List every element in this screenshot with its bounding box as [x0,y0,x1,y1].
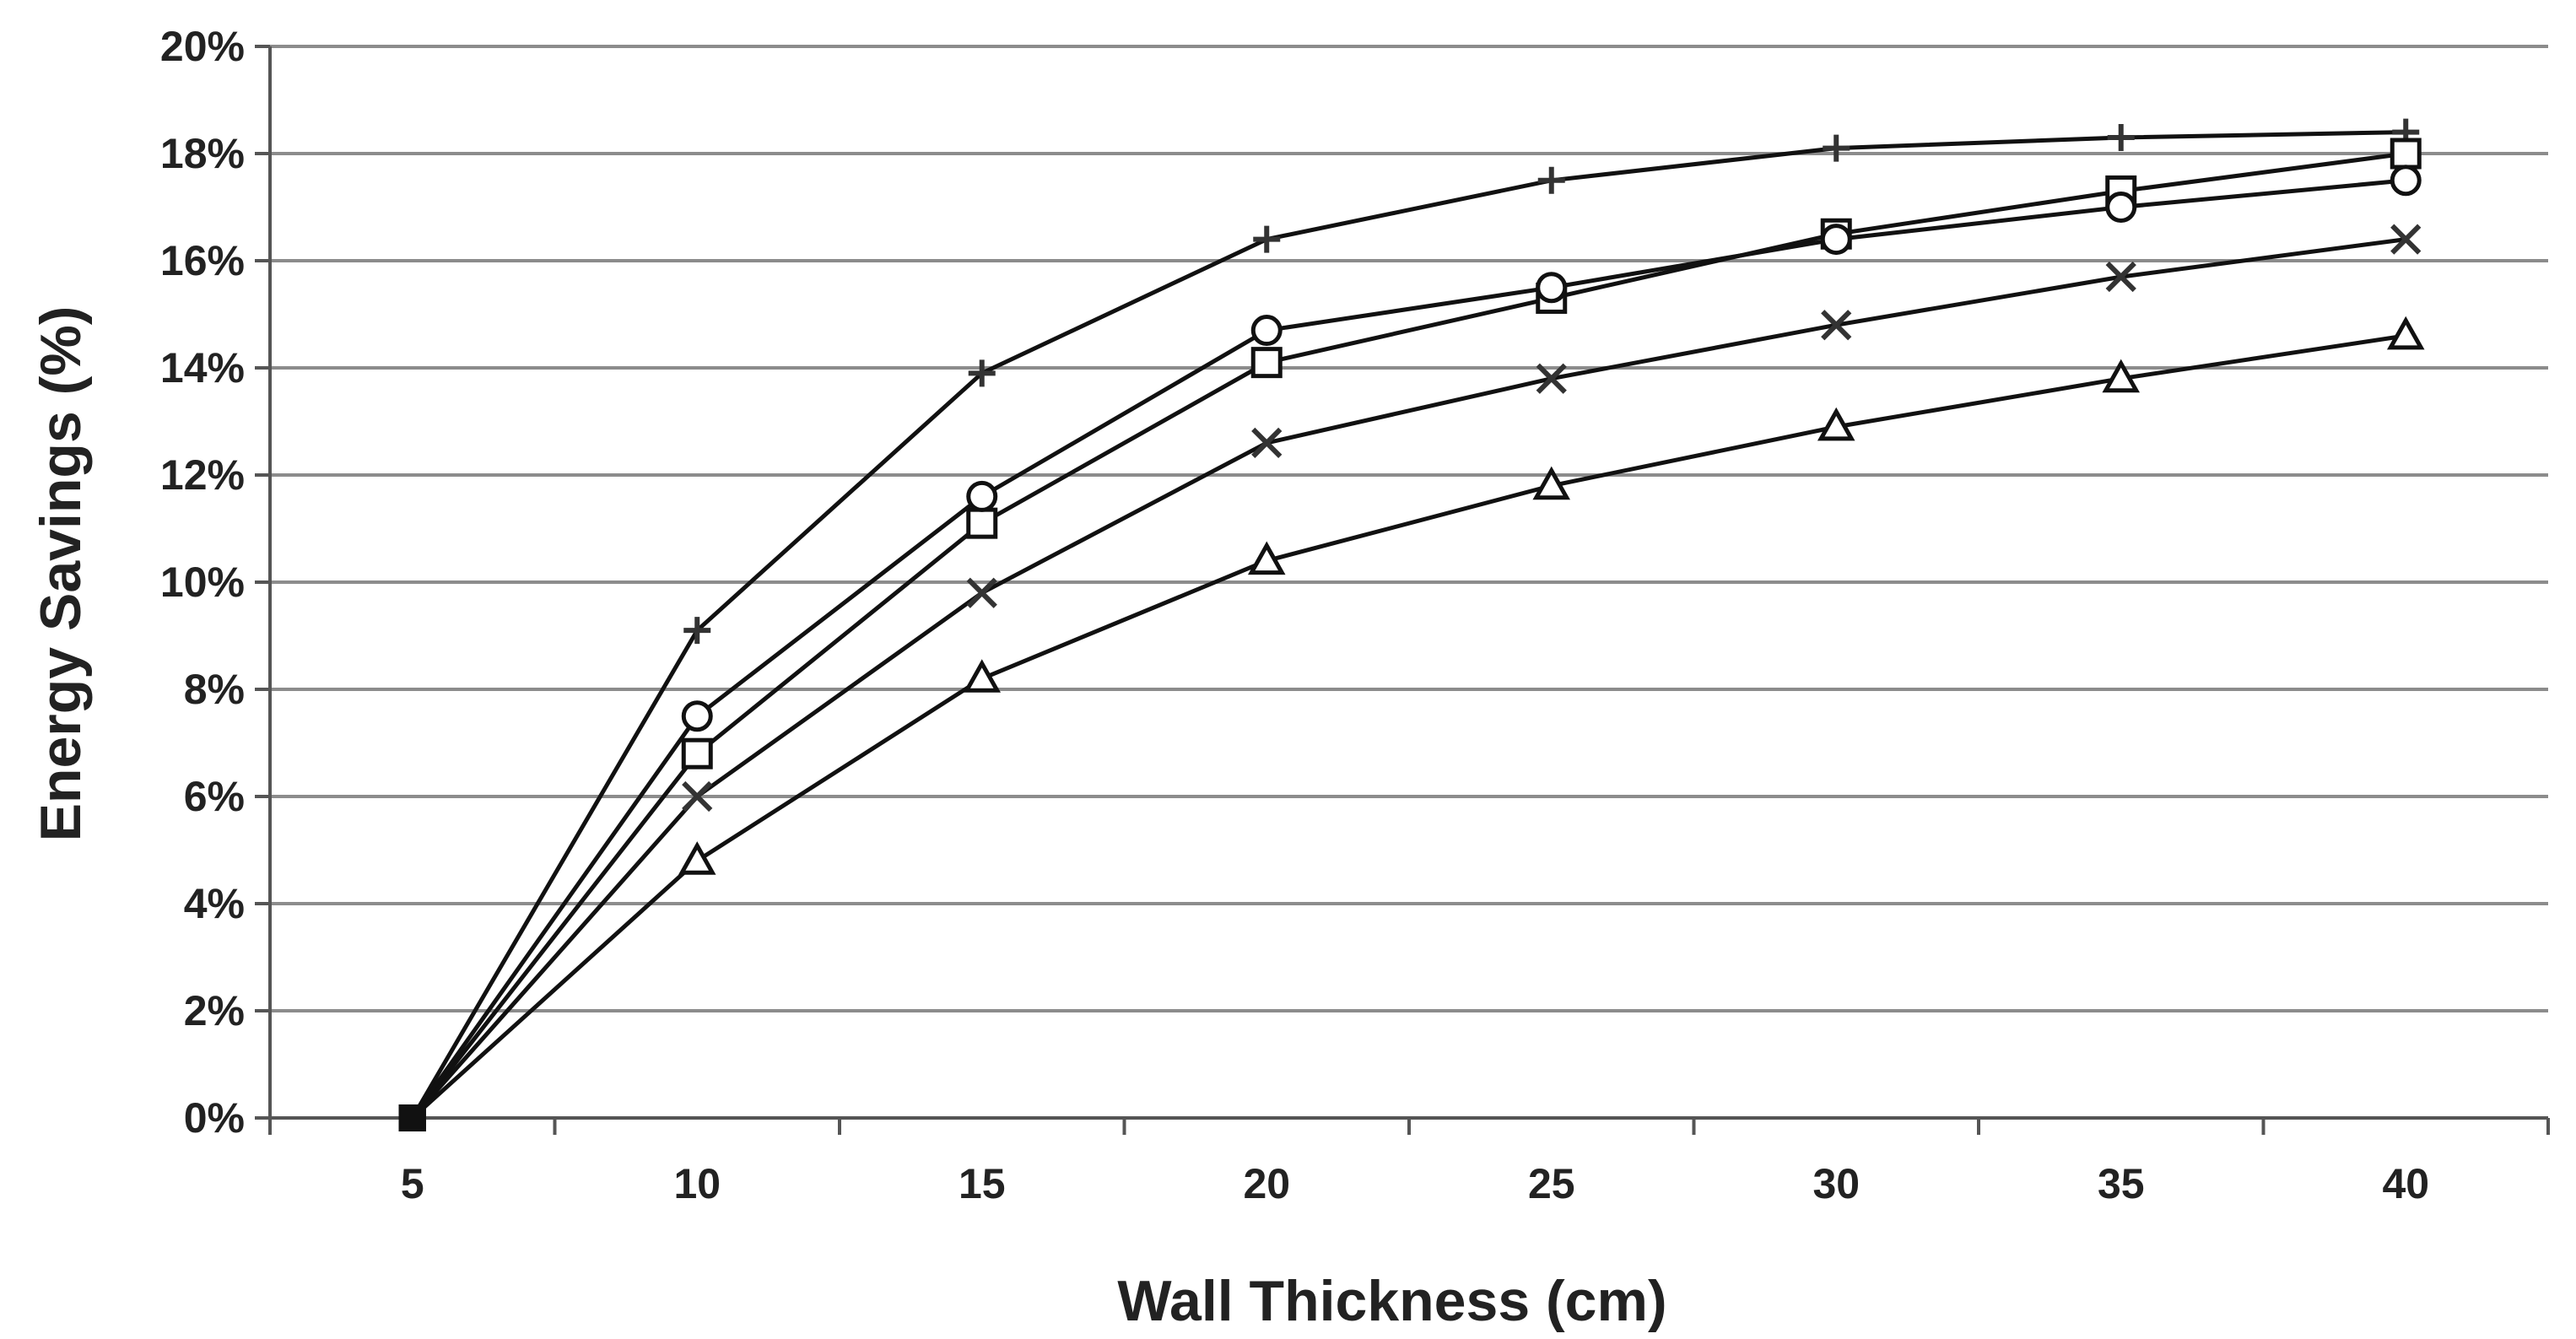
y-tick-label: 10% [160,559,245,606]
series-line-plus [410,130,2406,1120]
y-tick-label: 6% [184,773,245,820]
data-point-square [966,507,998,539]
data-point-square [2390,138,2422,170]
x-tick-label: 5 [401,1160,424,1207]
series-circle [398,165,2422,1131]
x-tick-label: 30 [1812,1160,1860,1207]
data-point-circle [2390,165,2422,197]
data-point-circle [1250,315,1283,347]
data-point-plus [1823,134,1850,162]
data-point-circle [1820,224,1852,256]
series-group [398,118,2425,1131]
data-point-plus [968,359,996,387]
data-point-circle [2105,192,2137,223]
y-tick-label: 0% [184,1094,245,1142]
series-line-triangle [411,333,2406,1120]
y-tick-label: 14% [160,344,245,391]
x-tick-label: 40 [2382,1160,2429,1207]
data-point-triangle [963,659,1002,693]
data-point-triangle [398,1104,426,1131]
data-point-cross [2105,261,2136,293]
data-point-plus [1537,166,1565,194]
data-point-cross [682,780,713,813]
data-point-triangle [678,841,716,875]
y-tick-label: 20% [160,23,245,70]
data-point-square [681,737,713,769]
series-triangle [398,316,2425,1131]
y-tick-label: 8% [184,666,245,713]
x-tick-label: 35 [2098,1160,2145,1207]
series-line-square [410,151,2406,1120]
x-tick-label: 15 [959,1160,1006,1207]
data-point-triangle [2102,359,2141,393]
tick-labels: 0% 2% 4% 6% 8% 10% 12% 14% 16% 18% 20% 5 10 15 20 25 30 3… [160,23,2429,1207]
cross-stroke [1251,427,1283,459]
cross-stroke [966,577,997,608]
data-point-square [1250,347,1283,379]
cross-stroke [682,780,713,813]
data-point-cross [2390,224,2422,255]
data-point-circle [1536,272,1568,304]
y-tick-label: 2% [184,987,245,1034]
data-point-circle [681,700,713,732]
data-point-plus [2107,123,2135,151]
cross-stroke [1821,310,1852,341]
data-point-circle [966,480,998,512]
x-tick-label: 20 [1243,1160,1290,1207]
data-point-cross [966,577,997,608]
data-point-plus [1253,225,1281,253]
x-tick-label: 10 [673,1160,721,1207]
series-square [398,138,2422,1131]
y-tick-label: 4% [184,880,245,927]
axes [255,45,2550,1135]
y-tick-label: 18% [160,130,245,177]
data-point-cross [1536,363,1567,394]
x-axis-title: Wall Thickness (cm) [1117,1269,1666,1333]
y-tick-label: 16% [160,237,245,284]
cross-stroke [2105,261,2136,293]
series-line-circle [410,178,2406,1120]
series-line-cross [410,237,2406,1120]
data-point-cross [1251,427,1283,459]
x-tick-label: 25 [1528,1160,1575,1207]
data-point-cross [1821,310,1852,341]
y-axis-title: Energy Savings (%) [29,306,93,842]
data-point-plus [683,617,711,645]
cross-stroke [2390,224,2422,255]
y-tick-label: 12% [160,451,245,499]
data-point-triangle [2386,316,2425,350]
cross-stroke [1536,363,1567,394]
data-point-triangle [1817,407,1855,441]
data-point-triangle [1532,466,1571,500]
data-point-triangle [1247,541,1286,575]
series-cross [398,224,2422,1131]
